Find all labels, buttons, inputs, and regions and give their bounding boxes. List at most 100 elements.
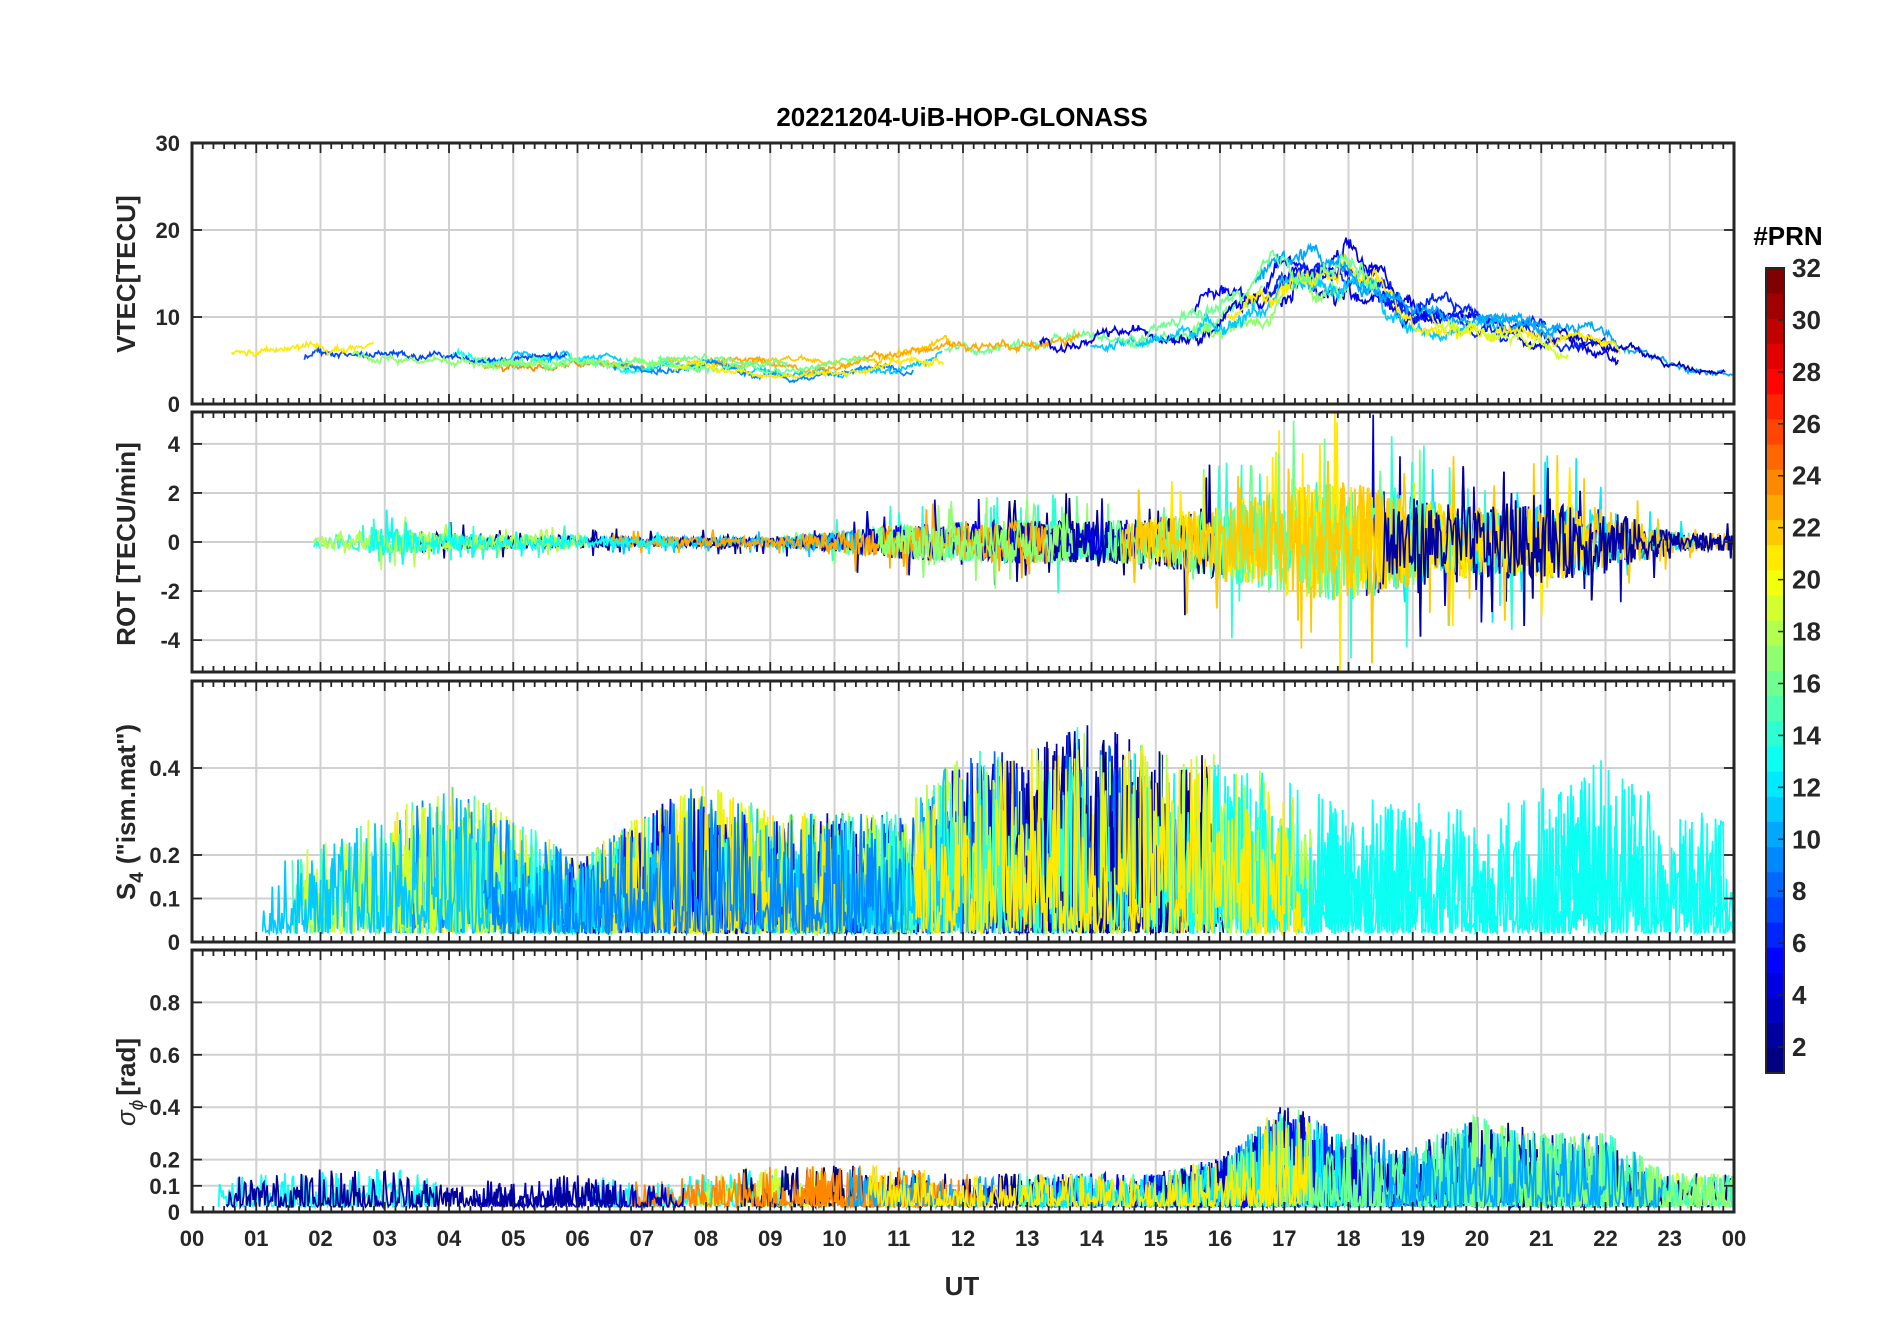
- x-tick-label: 23: [1658, 1226, 1682, 1251]
- colorbar-band: [1766, 896, 1784, 923]
- colorbar-band: [1766, 620, 1784, 646]
- series-line-prn: [1395, 1118, 1734, 1210]
- colorbar-tick-label: 4: [1792, 980, 1807, 1010]
- x-tick-label: 21: [1529, 1226, 1553, 1251]
- colorbar-band: [1766, 922, 1784, 948]
- colorbar-tick-label: 6: [1792, 928, 1806, 958]
- x-tick-label: 09: [758, 1226, 782, 1251]
- y-tick-label: 0: [168, 930, 180, 955]
- colorbar-band: [1766, 1047, 1784, 1074]
- colorbar-tick-label: 24: [1792, 461, 1821, 491]
- colorbar-band: [1766, 972, 1784, 999]
- series-line-prn: [944, 285, 1263, 356]
- series-line-prn: [368, 509, 678, 565]
- x-tick-label: 03: [373, 1226, 397, 1251]
- panel-vtec: VTEC[TECU] 0 10 20 30: [111, 131, 1736, 417]
- series-line-prn: [865, 1117, 1311, 1210]
- series-group-rot: [312, 412, 1734, 672]
- x-tick-label: 05: [501, 1226, 525, 1251]
- colorbar-band: [1766, 293, 1784, 319]
- series-line-prn: [1254, 241, 1561, 341]
- series-line-prn: [1193, 254, 1380, 314]
- colorbar-band: [1766, 444, 1784, 470]
- series-line-prn: [351, 350, 705, 371]
- colorbar-band: [1766, 519, 1784, 546]
- colorbar-band: [1766, 846, 1784, 873]
- x-tick-label: 01: [244, 1226, 268, 1251]
- series-line-prn: [1382, 466, 1734, 637]
- y-tick-label: 0: [168, 392, 180, 417]
- series-group-vtec: [230, 237, 1734, 384]
- y-tick-label: 0.4: [149, 756, 180, 781]
- x-axis: 00 01 02 03 04 05 06 07 08 09 10 11 12 13 14 15 16 17 18 19…: [180, 1226, 1746, 1251]
- panel-s4: S4("ism.mat") 0 0.1 0.2 0.4: [111, 679, 1736, 955]
- series-line-prn: [611, 503, 1050, 579]
- colorbar-band: [1766, 368, 1784, 395]
- colorbar-tick-label: 32: [1792, 253, 1821, 283]
- colorbar-band: [1766, 595, 1784, 621]
- series-line-prn: [1117, 249, 1378, 345]
- x-tick-label: 12: [951, 1226, 975, 1251]
- y-tick-label: 4: [168, 432, 181, 457]
- series-line-prn: [225, 1169, 616, 1210]
- series-line-prn: [657, 352, 870, 376]
- colorbar-band: [1766, 695, 1784, 722]
- y-axis-label-vtec: VTEC[TECU]: [111, 195, 141, 352]
- y-tick-label: 0.1: [149, 1174, 180, 1199]
- x-tick-label: 00: [1722, 1226, 1746, 1251]
- x-tick-label: 06: [565, 1226, 589, 1251]
- colorbar-tick-label: 16: [1792, 668, 1821, 698]
- y-tick-label: 0.8: [149, 990, 180, 1015]
- series-line-prn: [1478, 311, 1734, 377]
- y-tick-label: 2: [168, 481, 180, 506]
- colorbar-frame: [1765, 267, 1785, 1074]
- x-tick-label: 07: [630, 1226, 654, 1251]
- series-group-s4: [261, 725, 1734, 937]
- chart-title: 20221204-UiB-HOP-GLONASS: [776, 102, 1147, 132]
- series-group-sigma: [217, 1107, 1734, 1211]
- colorbar-band: [1766, 645, 1784, 671]
- series-line-prn: [915, 744, 1305, 937]
- y-tick-label: 0: [168, 1200, 180, 1225]
- colorbar-tick-label: 14: [1792, 720, 1821, 750]
- y-tick-label: 30: [156, 131, 180, 156]
- ticks-sigma: [191, 950, 1735, 1213]
- colorbar-band: [1766, 268, 1784, 294]
- series-line-prn: [482, 788, 903, 937]
- series-line-prn: [1553, 327, 1726, 376]
- colorbar-band: [1766, 796, 1784, 822]
- series-line-prn: [1185, 767, 1603, 936]
- y-tick-label: -4: [160, 628, 180, 653]
- colorbar-tick-label: 28: [1792, 357, 1821, 387]
- y-tick-label: 0: [168, 530, 180, 555]
- y-tick-label: 0.2: [149, 1148, 180, 1173]
- colorbar-band: [1766, 393, 1784, 420]
- colorbar-band: [1766, 343, 1784, 370]
- y-tick-label: 20: [156, 218, 180, 243]
- series-line-prn: [261, 793, 669, 937]
- colorbar-tick-label: 26: [1792, 409, 1821, 439]
- y-tick-label: 0.1: [149, 887, 180, 912]
- colorbar-band: [1766, 544, 1784, 571]
- x-tick-label: 18: [1336, 1226, 1360, 1251]
- x-tick-label: 10: [822, 1226, 846, 1251]
- colorbar-band: [1766, 569, 1784, 596]
- grid-vtec: [191, 142, 1735, 405]
- y-tick-label: 0.6: [149, 1043, 180, 1068]
- series-line-prn: [1382, 1130, 1664, 1210]
- colorbar-band: [1766, 318, 1784, 344]
- colorbar-band: [1766, 871, 1784, 898]
- series-line-prn: [877, 508, 1074, 589]
- colorbar-band: [1766, 947, 1784, 973]
- colorbar-band: [1766, 494, 1784, 521]
- x-tick-label: 19: [1401, 1226, 1425, 1251]
- y-tick-label: 0.4: [149, 1095, 180, 1120]
- colorbar-title: #PRN: [1753, 221, 1822, 251]
- series-line-prn: [1227, 253, 1621, 355]
- y-tick-label: 0.2: [149, 843, 180, 868]
- x-tick-label: 04: [437, 1226, 462, 1251]
- x-tick-label: 13: [1015, 1226, 1039, 1251]
- colorbar-band: [1766, 720, 1784, 747]
- colorbar-band: [1766, 469, 1784, 495]
- x-tick-label: 15: [1144, 1226, 1168, 1251]
